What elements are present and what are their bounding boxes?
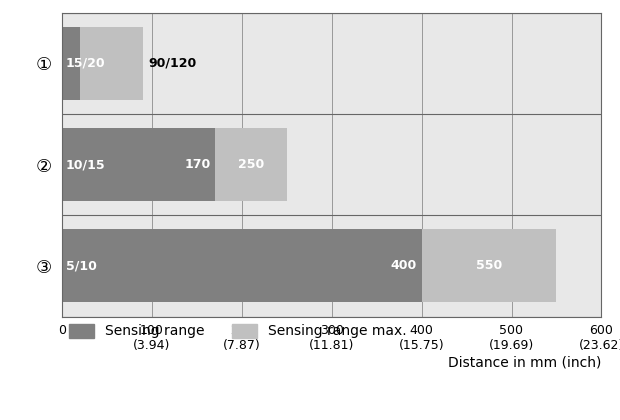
Bar xyxy=(62,114,601,215)
Text: 250: 250 xyxy=(237,158,264,171)
Text: 90/120: 90/120 xyxy=(148,57,197,70)
Bar xyxy=(62,128,215,201)
X-axis label: Distance in mm (inch): Distance in mm (inch) xyxy=(448,355,601,369)
Bar xyxy=(62,229,422,302)
Text: 550: 550 xyxy=(476,260,502,273)
Text: 400: 400 xyxy=(391,260,417,273)
Text: 10/15: 10/15 xyxy=(66,158,105,171)
Bar xyxy=(215,128,286,201)
Bar xyxy=(62,215,601,317)
Text: 15/20: 15/20 xyxy=(66,57,105,70)
Text: 170: 170 xyxy=(184,158,210,171)
Bar xyxy=(62,13,601,114)
Bar xyxy=(422,229,557,302)
Bar xyxy=(80,27,143,100)
Text: 5/10: 5/10 xyxy=(66,260,97,273)
Bar xyxy=(62,27,80,100)
Legend: Sensing range, Sensing range max.: Sensing range, Sensing range max. xyxy=(69,323,407,339)
